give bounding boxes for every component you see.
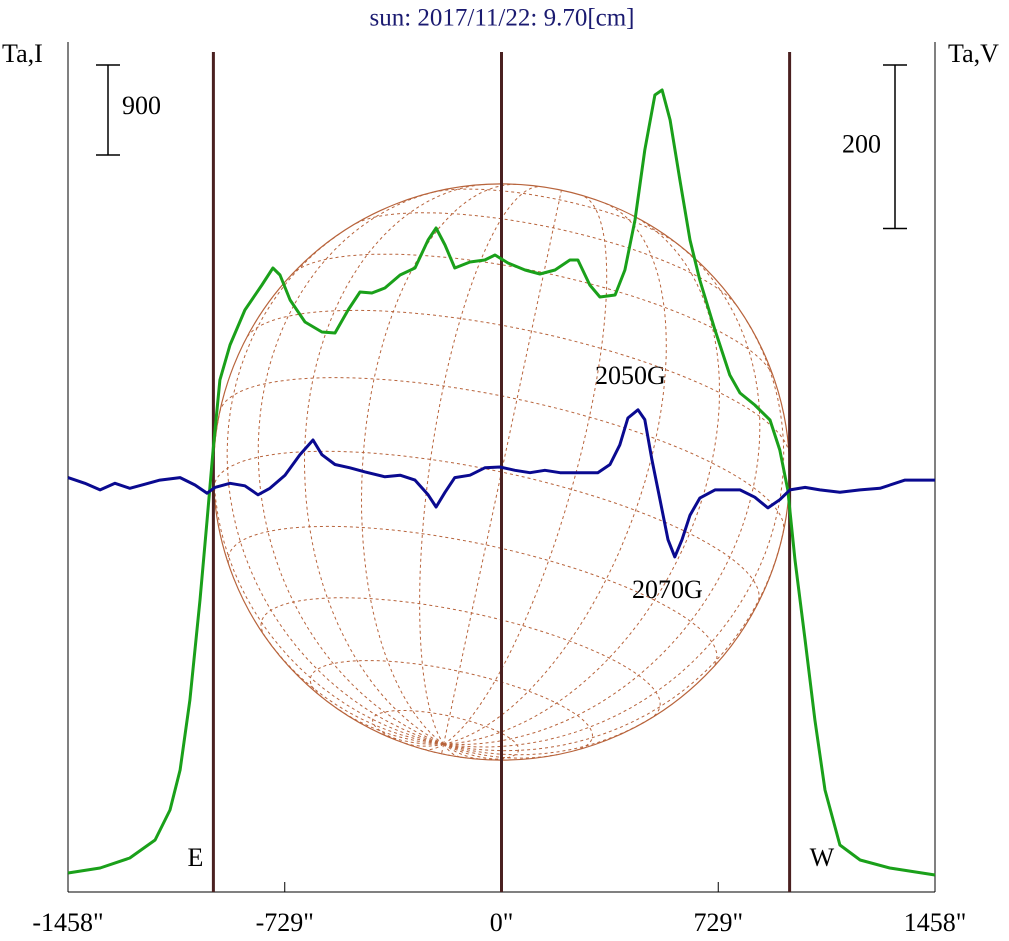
x-tick-label: 729" — [693, 908, 743, 937]
disk-grid — [441, 744, 445, 754]
disk-grid — [335, 707, 444, 745]
disk-grid — [381, 733, 444, 745]
disk-grid — [309, 660, 594, 752]
x-tick-label: 0" — [490, 908, 514, 937]
disk-grid — [443, 195, 608, 745]
disk-grid — [303, 183, 489, 745]
x-tick-label: -729" — [256, 908, 314, 937]
chart-title: sun: 2017/11/22: 9.70[cm] — [369, 5, 634, 32]
disk-grid — [422, 743, 444, 751]
x-tick-label: 1458" — [904, 908, 967, 937]
disk-grid — [405, 743, 444, 747]
disk-grid — [219, 377, 785, 532]
disk-grid — [443, 202, 667, 745]
marker-label: W — [810, 843, 835, 872]
series-line — [67, 408, 935, 559]
disk-grid — [443, 531, 784, 752]
scale-bar-label: 900 — [122, 91, 161, 120]
disk-grid — [227, 525, 718, 667]
disk-grid — [443, 743, 505, 761]
disk-grid — [264, 636, 444, 745]
disk-grid — [257, 191, 444, 745]
disk-grid — [419, 186, 539, 745]
disk-grid — [226, 232, 444, 745]
x-tick-label: -1458" — [32, 908, 103, 937]
disk-grid — [443, 214, 721, 745]
disk-grid — [372, 710, 520, 760]
scale-bar-label: 200 — [842, 130, 881, 159]
disk-grid — [360, 183, 518, 745]
disk-grid — [433, 188, 678, 245]
y2-axis-label: Ta,V — [948, 39, 999, 68]
marker-label: E — [188, 843, 204, 872]
series-line — [67, 88, 936, 877]
disk-grid — [213, 412, 444, 745]
disk-grid — [260, 597, 661, 720]
disk-grid — [213, 450, 760, 605]
disk-grid — [443, 318, 785, 748]
disk-grid — [356, 212, 736, 305]
disk-grid — [443, 718, 651, 756]
annotation: 2050G — [595, 361, 666, 390]
disk-grid — [291, 253, 775, 378]
y-axis-label: Ta,I — [2, 39, 43, 68]
disk-grid — [443, 743, 479, 760]
